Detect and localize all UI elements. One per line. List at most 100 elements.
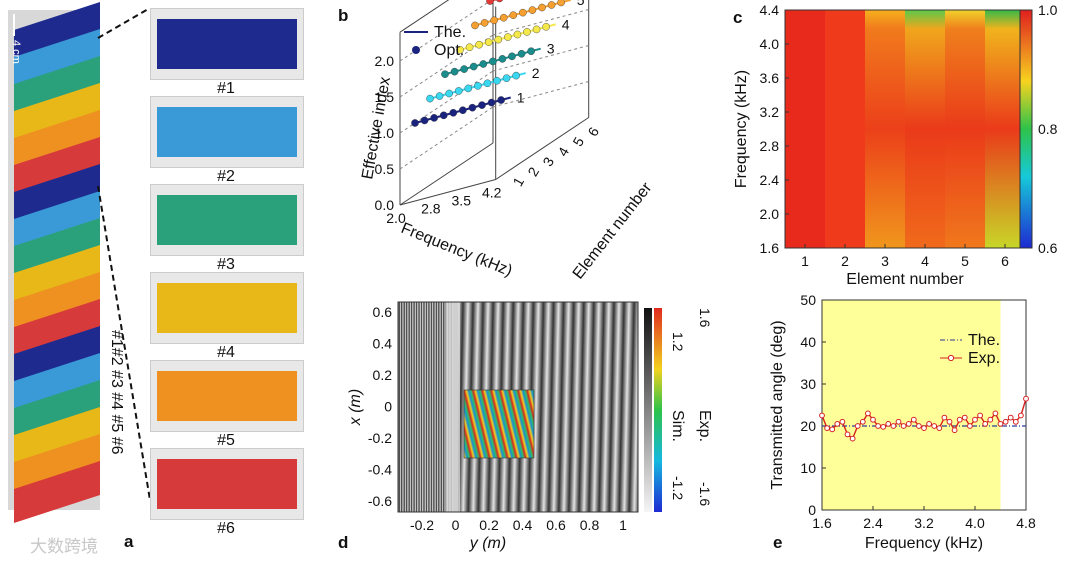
grid-line <box>399 34 494 98</box>
data-point <box>910 416 917 423</box>
axis-edge <box>495 117 589 180</box>
colorbar-exp <box>654 308 662 512</box>
data-point <box>456 46 464 54</box>
data-point <box>499 13 508 22</box>
y-tick-label: 2.0 <box>375 53 395 69</box>
experimental-field-inset <box>463 389 535 459</box>
data-point <box>508 52 516 61</box>
colorbar-sim-label: Sim. <box>669 410 686 442</box>
x-axis-title: y (m) <box>469 535 506 552</box>
data-point <box>523 28 531 36</box>
y-tick-label: 0.6 <box>373 304 393 320</box>
y-tick-label: 0.2 <box>373 367 393 383</box>
x-tick-label: 2.0 <box>386 210 406 226</box>
data-point <box>905 421 912 427</box>
x-tick-label: 2.4 <box>863 515 883 531</box>
x-tick-label: 2 <box>841 253 849 269</box>
data-point <box>824 425 830 432</box>
data-point <box>941 414 948 421</box>
axis-edge <box>399 0 450 33</box>
data-point <box>859 418 866 425</box>
scale-bar <box>13 14 15 36</box>
data-point <box>483 79 492 88</box>
data-point <box>557 0 565 7</box>
series-label: 5 <box>577 0 585 8</box>
series-label: 2 <box>532 65 540 81</box>
data-point <box>849 435 856 442</box>
data-point <box>1007 414 1014 421</box>
series-label: 1 <box>517 89 525 105</box>
x-tick-label: -0.2 <box>410 517 434 533</box>
x-tick-label: 4.0 <box>965 515 985 531</box>
legend-exp-dot-icon <box>947 354 955 362</box>
grid-line <box>492 8 589 36</box>
colorbar-sim <box>644 308 652 512</box>
series-label: 3 <box>547 41 555 57</box>
data-point <box>517 49 526 58</box>
axis-edge <box>399 178 496 206</box>
z-tick-label: 4 <box>554 144 572 159</box>
data-point <box>916 423 922 429</box>
grid-line <box>492 44 589 72</box>
colorbar-exp-label: Exp. <box>696 410 713 442</box>
element-body <box>157 459 297 509</box>
data-point <box>475 40 483 49</box>
y-tick-label: -0.2 <box>368 430 392 446</box>
data-point <box>992 410 999 417</box>
data-point <box>464 84 473 93</box>
data-point <box>459 106 467 115</box>
data-point <box>844 431 851 438</box>
element-photo-5 <box>150 360 304 432</box>
data-point <box>854 423 861 429</box>
data-point <box>430 114 438 122</box>
data-point <box>538 3 546 12</box>
data-point <box>931 423 938 429</box>
legend-exp: Exp. <box>968 350 1000 367</box>
data-point <box>839 418 846 425</box>
x-tick-label: 0.4 <box>513 517 533 533</box>
data-point <box>951 427 958 434</box>
z-tick-label: 2 <box>524 164 542 179</box>
data-point <box>474 82 482 90</box>
data-point <box>509 11 518 19</box>
data-point <box>1023 395 1029 402</box>
heatmap-column <box>825 10 866 248</box>
data-point <box>479 60 488 68</box>
data-point <box>900 423 907 429</box>
x-tick-label: 4.2 <box>482 184 502 200</box>
data-point <box>512 71 520 80</box>
colorbar <box>1019 9 1033 249</box>
x-tick-label: 1 <box>801 253 809 269</box>
element-photo-1 <box>150 8 304 80</box>
watermark: 大数跨境 <box>30 537 98 556</box>
element-photo-4 <box>150 272 304 344</box>
x-axis-title: Frequency (kHz) <box>399 220 515 280</box>
data-point <box>921 425 927 432</box>
data-point <box>469 62 478 71</box>
data-point <box>420 116 429 125</box>
heatmap-column <box>785 10 826 248</box>
plot-frame <box>397 301 639 513</box>
data-point <box>890 423 897 429</box>
data-point <box>1012 418 1019 425</box>
x-tick-label: 4.8 <box>1016 515 1036 531</box>
data-point <box>936 425 943 432</box>
colorbar-exp-min: -1.6 <box>697 482 713 506</box>
y-tick-label: -0.6 <box>368 493 392 509</box>
element-label: #1 <box>217 80 235 97</box>
grid-line <box>492 80 589 108</box>
y-tick-label: 0.4 <box>373 336 393 352</box>
z-tick-label: 1 <box>509 174 527 189</box>
data-point <box>484 38 493 46</box>
y-tick-label: 2.4 <box>760 172 780 188</box>
data-point <box>493 76 501 85</box>
z-tick-label: 5 <box>569 134 587 149</box>
data-point <box>513 30 522 39</box>
data-point <box>471 21 479 30</box>
data-point <box>498 55 507 63</box>
y-tick-label: -0.4 <box>368 462 392 478</box>
data-point <box>527 47 535 56</box>
data-point <box>967 423 973 429</box>
data-point <box>450 67 459 76</box>
element-label: #3 <box>217 256 235 273</box>
